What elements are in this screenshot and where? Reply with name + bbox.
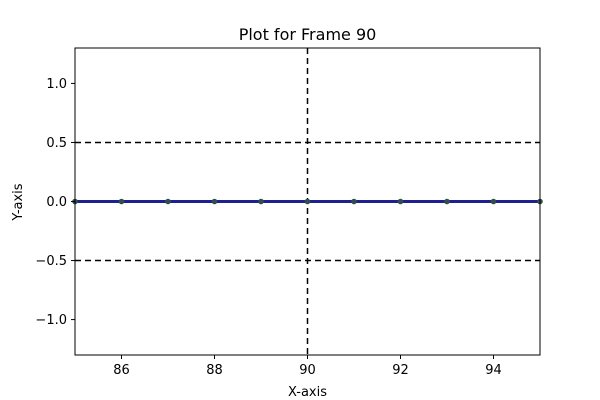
y-tick-label: 0.0 (46, 195, 67, 210)
data-point (118, 198, 125, 205)
x-tick-label: 94 (485, 363, 502, 378)
x-tick-label: 86 (113, 363, 130, 378)
data-point (165, 198, 171, 205)
x-axis-ticks: 86 88 90 92 94 (113, 355, 502, 378)
chart-title: Plot for Frame 90 (239, 25, 377, 44)
y-tick-label: 0.5 (46, 136, 67, 151)
data-point (444, 198, 450, 205)
data-point (351, 198, 357, 205)
x-axis-label: X-axis (288, 385, 327, 400)
y-axis-label: Y-axis (11, 183, 26, 221)
y-axis-ticks: −1.0 −0.5 0.0 0.5 1.0 (35, 77, 75, 328)
data-point (490, 198, 497, 205)
data-point (258, 198, 264, 205)
y-tick-label: 1.0 (46, 77, 67, 92)
y-tick-label: −1.0 (35, 313, 67, 328)
x-tick-label: 92 (392, 363, 409, 378)
data-point (397, 198, 404, 205)
x-tick-label: 88 (206, 363, 223, 378)
data-point (211, 198, 218, 205)
x-tick-label: 90 (299, 363, 316, 378)
series-layer (72, 198, 543, 205)
y-tick-label: −0.5 (35, 254, 67, 269)
data-point (304, 198, 311, 205)
